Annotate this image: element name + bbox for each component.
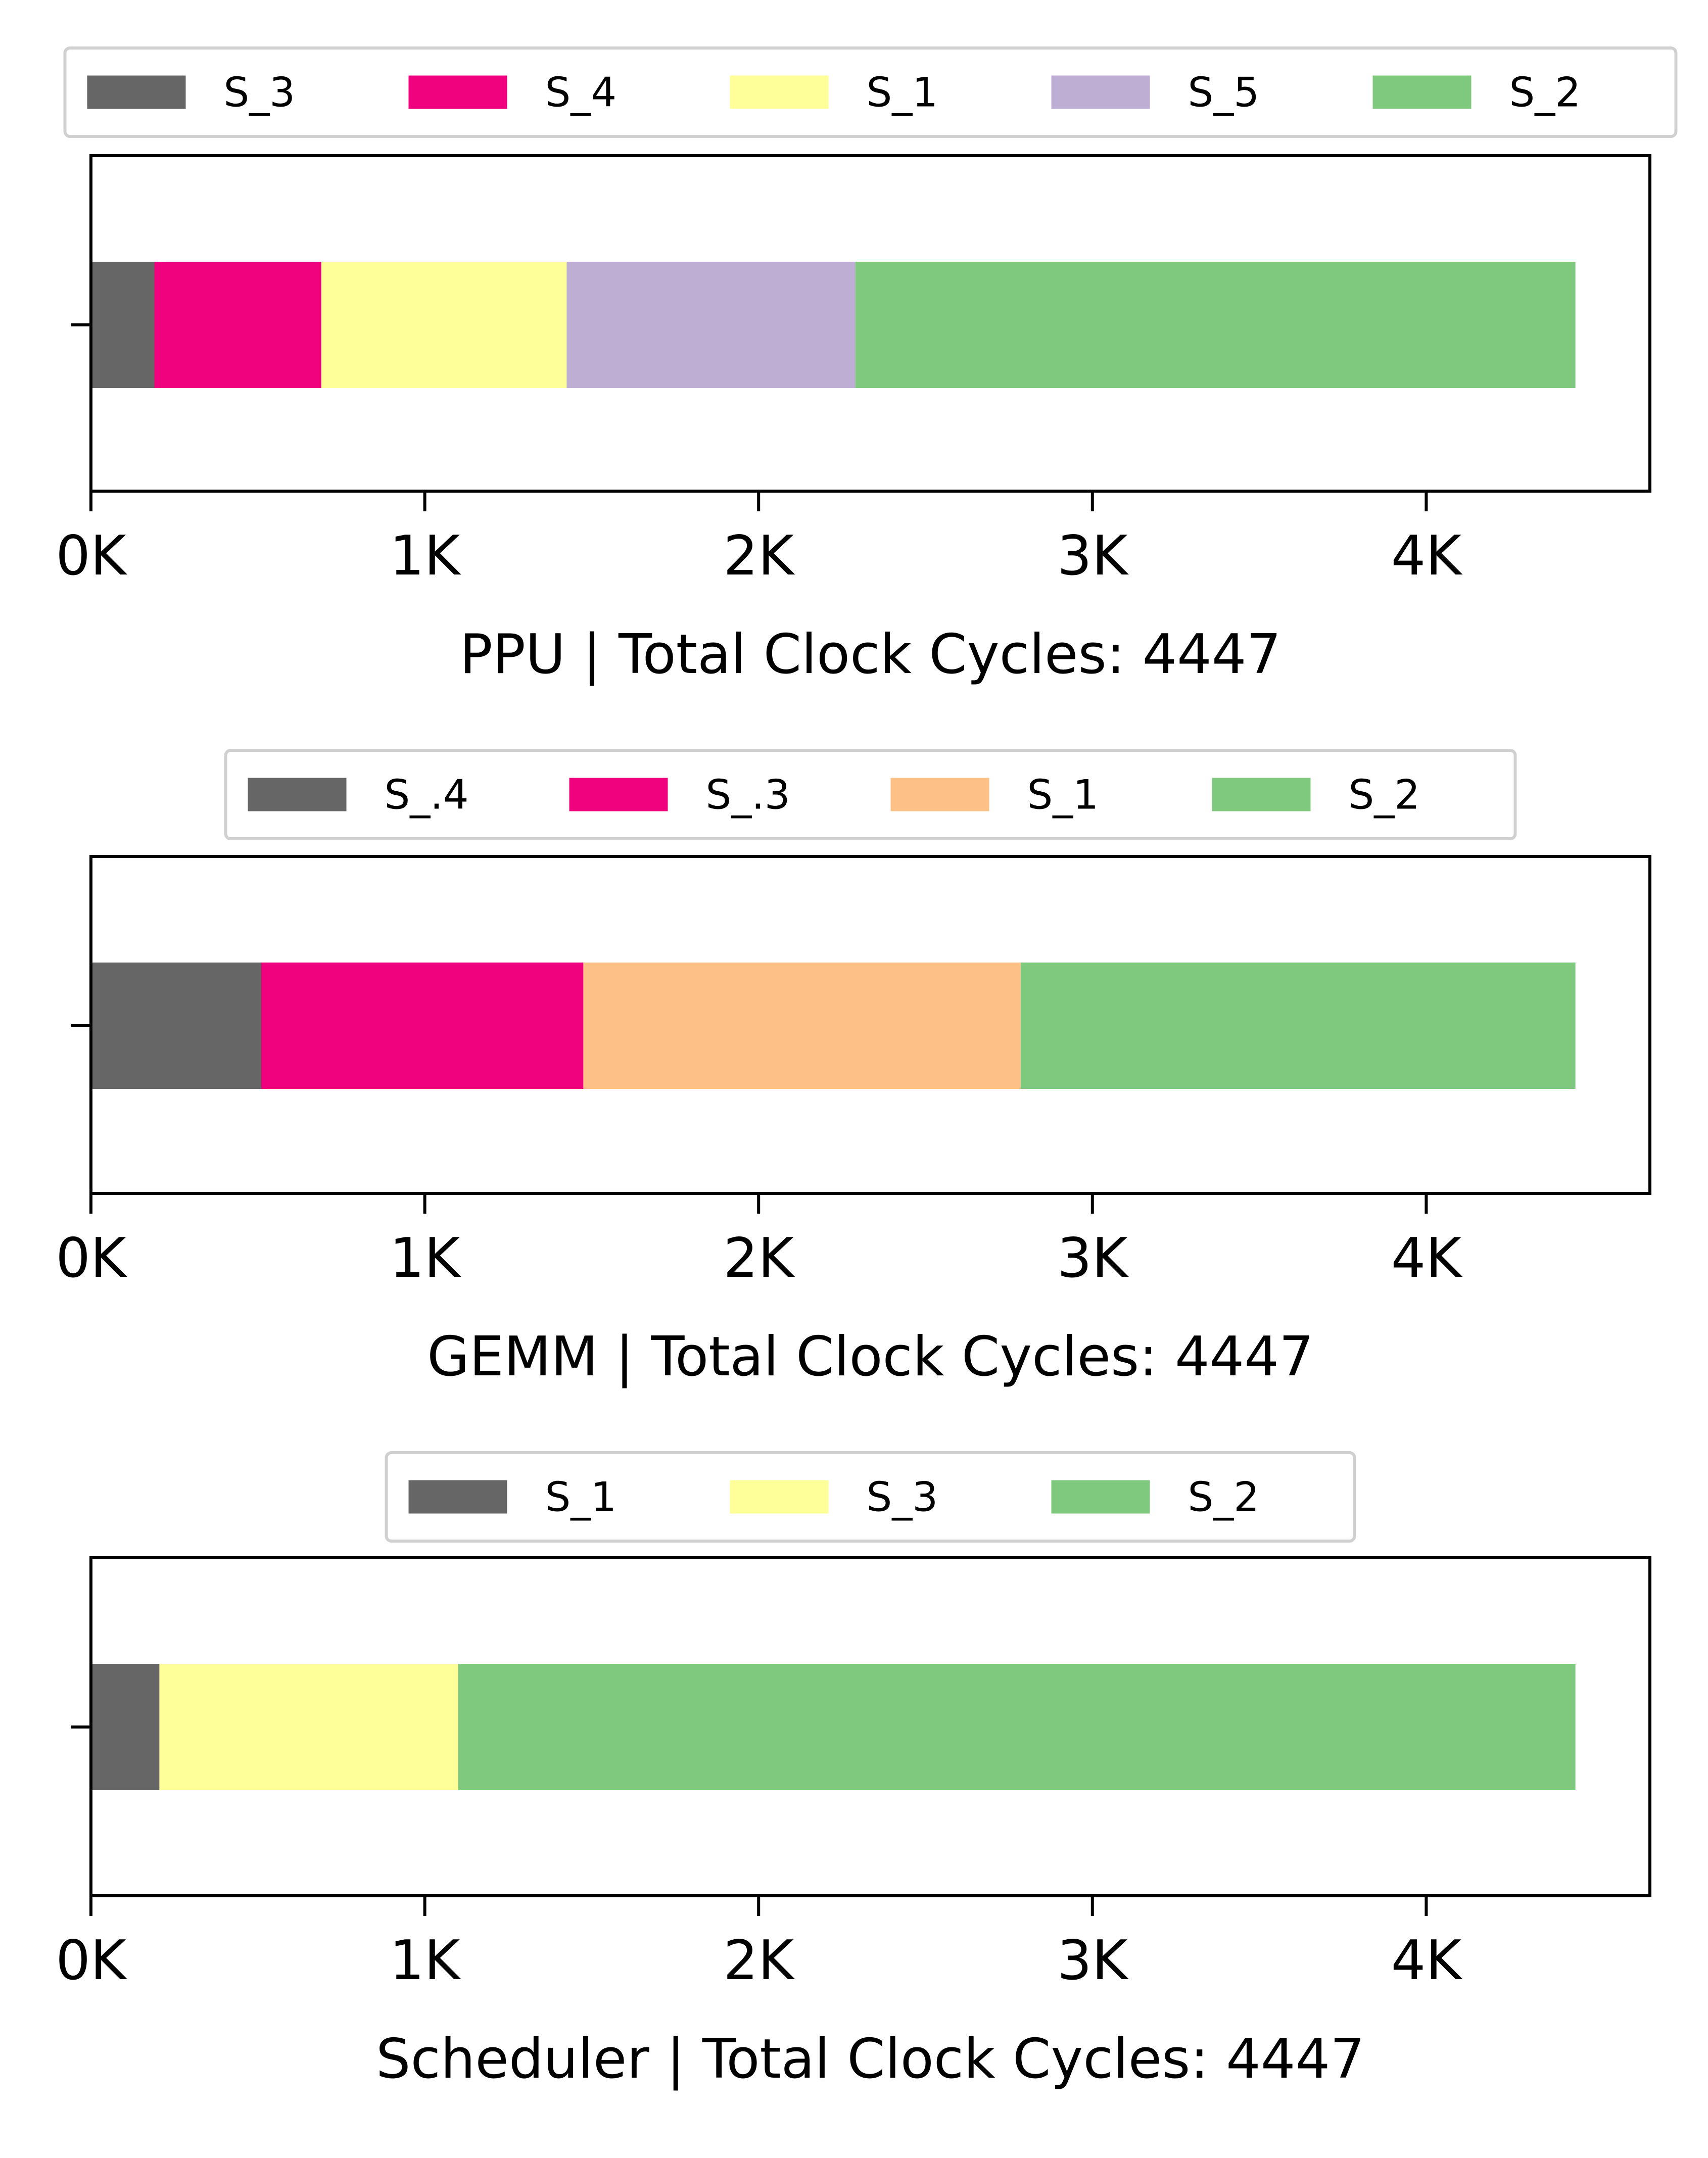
x-tick-label: 2K <box>723 524 795 588</box>
legend: S_.4 S_.3 S_1 S_2 <box>224 749 1517 840</box>
x-tick-label: 3K <box>1057 1929 1129 1992</box>
legend-label: S_1 <box>867 69 938 116</box>
legend-swatch <box>408 75 507 109</box>
legend-label: S_.4 <box>385 772 469 819</box>
x-axis-label: GEMM | Total Clock Cycles: 4447 <box>427 1325 1314 1388</box>
legend-swatch <box>1212 778 1311 811</box>
bar-segment <box>583 963 1021 1089</box>
legend-swatch <box>1051 1480 1150 1514</box>
bar-segment <box>91 963 261 1089</box>
legend-swatch <box>1051 75 1150 109</box>
legend-frame <box>224 749 1517 840</box>
x-tick-label: 2K <box>723 1227 795 1290</box>
legend-frame <box>63 46 1678 138</box>
bar-segment <box>566 262 856 388</box>
x-tick-label: 2K <box>723 1929 795 1992</box>
chart-panel-3: S_1 S_3 S_2 0K 1K 2K 3K 4K Scheduler | Total Clo… <box>56 1451 1651 2091</box>
legend-swatch <box>730 75 829 109</box>
chart-panel-1: S_3 S_4 S_1 S_5 S_2 0K 1K 2K 3K 4K PPU | Total Clo… <box>56 46 1678 686</box>
legend-swatch <box>1372 75 1472 109</box>
legend-swatch <box>248 778 347 811</box>
x-tick-label: 0K <box>56 1929 128 1992</box>
x-tick-label: 4K <box>1391 1929 1463 1992</box>
x-tick-label: 4K <box>1391 524 1463 588</box>
legend-label: S_2 <box>1188 1474 1260 1521</box>
legend-swatch <box>569 778 668 811</box>
x-tick-label: 0K <box>56 524 128 588</box>
legend-swatch <box>730 1480 829 1514</box>
legend: S_1 S_3 S_2 <box>385 1451 1356 1543</box>
x-tick-label: 1K <box>390 1227 462 1290</box>
x-tick-label: 3K <box>1057 1227 1129 1290</box>
legend-label: S_4 <box>545 69 617 116</box>
legend-label: S_1 <box>545 1474 617 1521</box>
legend-label: S_5 <box>1188 69 1260 116</box>
legend-label: S_2 <box>1509 69 1581 116</box>
bar-segment <box>1020 963 1576 1089</box>
legend-swatch <box>408 1480 507 1514</box>
x-tick-label: 1K <box>390 524 462 588</box>
legend-label: S_.3 <box>706 772 790 819</box>
legend-label: S_1 <box>1027 772 1099 819</box>
bar-segment <box>855 262 1576 388</box>
bar-segment <box>261 963 584 1089</box>
x-tick-label: 3K <box>1057 524 1129 588</box>
legend: S_3 S_4 S_1 S_5 S_2 <box>63 46 1678 138</box>
bar-segment <box>458 1664 1576 1790</box>
legend-swatch <box>87 75 186 109</box>
x-tick-label: 4K <box>1391 1227 1463 1290</box>
bar-segment <box>91 1664 160 1790</box>
legend-swatch <box>890 778 989 811</box>
x-axis-label: Scheduler | Total Clock Cycles: 4447 <box>376 2028 1365 2091</box>
chart-panel-2: S_.4 S_.3 S_1 S_2 0K 1K 2K 3K 4K GEMM | Total Clo… <box>56 749 1651 1388</box>
legend-label: S_3 <box>224 69 296 116</box>
bar-segment <box>91 262 155 388</box>
legend-label: S_3 <box>867 1474 938 1521</box>
bar-segment <box>154 262 321 388</box>
bar-segment <box>159 1664 458 1790</box>
x-axis-label: PPU | Total Clock Cycles: 4447 <box>460 623 1282 686</box>
legend-label: S_2 <box>1349 772 1420 819</box>
bar-segment <box>321 262 567 388</box>
legend-frame <box>385 1451 1356 1543</box>
x-tick-label: 0K <box>56 1227 128 1290</box>
x-tick-label: 1K <box>390 1929 462 1992</box>
